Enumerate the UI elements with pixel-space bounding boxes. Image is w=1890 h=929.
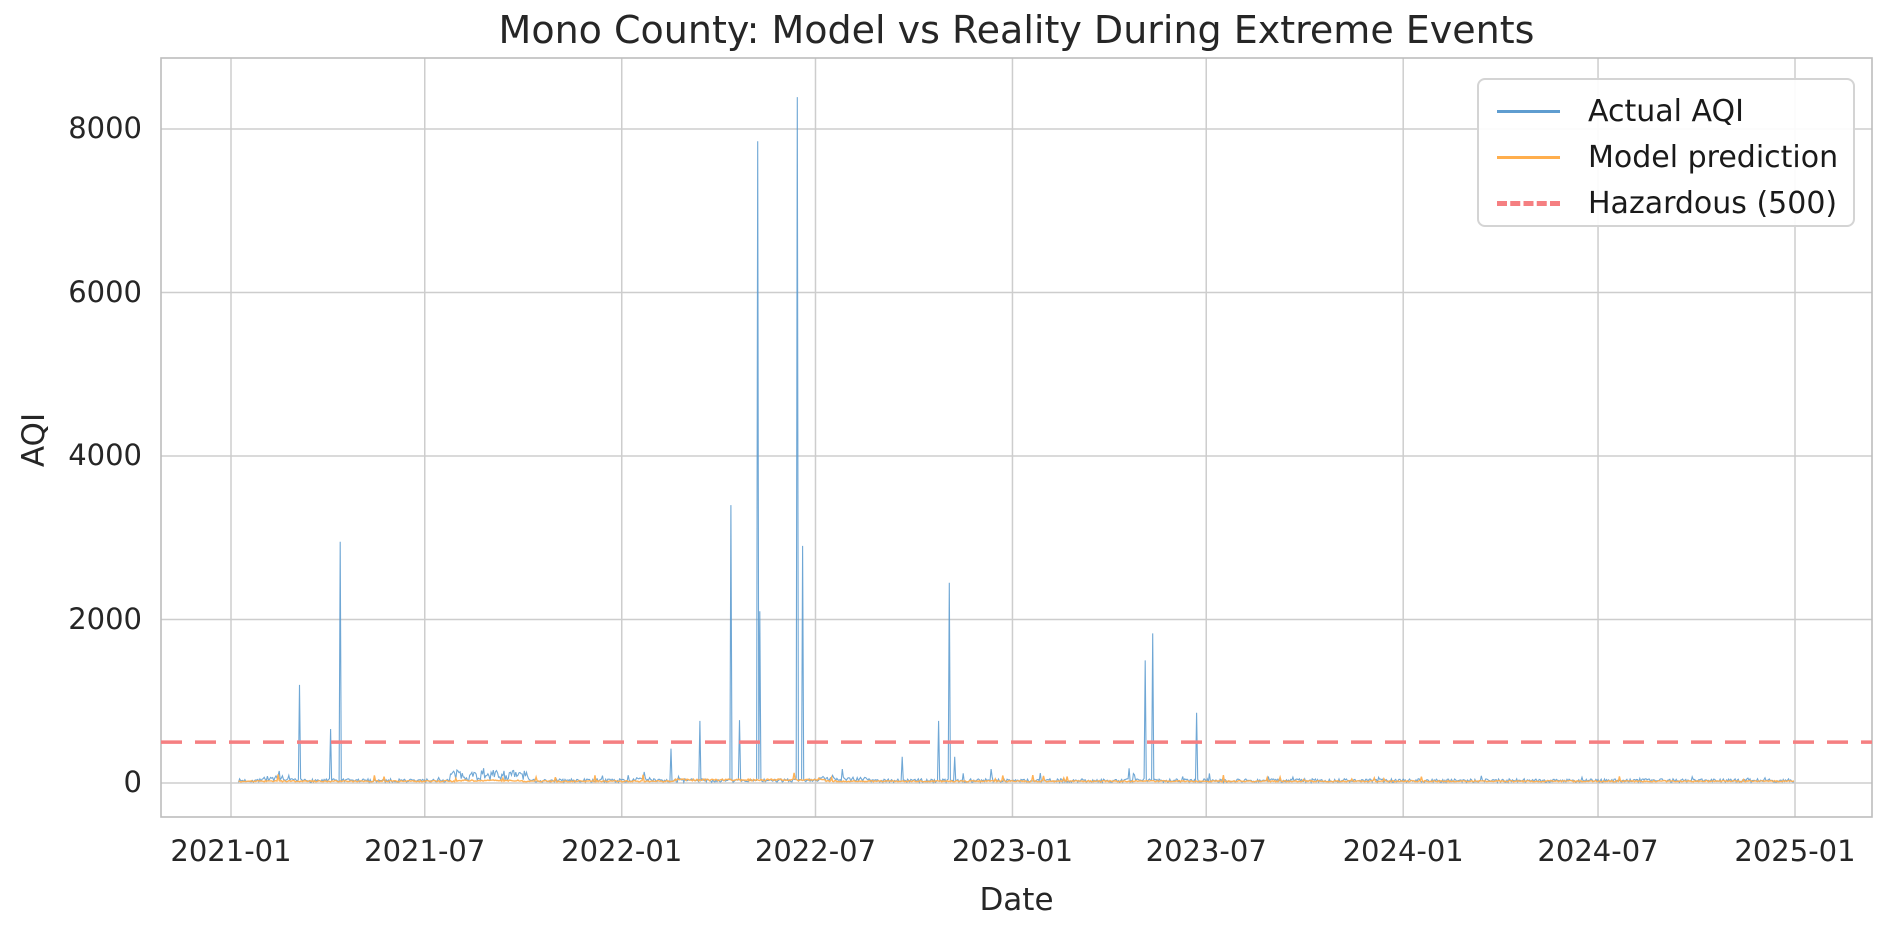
x-tick-label: 2024-07 [1537, 834, 1659, 868]
x-tick-label: 2021-01 [170, 834, 292, 868]
x-tick-label: 2022-07 [754, 834, 877, 868]
legend-item-model-prediction: Model prediction [1497, 136, 1853, 178]
x-tick-label: 2022-01 [561, 834, 683, 868]
y-tick-label: 4000 [68, 438, 142, 472]
y-tick-label: 8000 [68, 111, 142, 145]
x-tick-label: 2023-07 [1145, 834, 1267, 868]
y-tick-label: 6000 [68, 274, 142, 309]
hazardous-dashed-line-sample [1497, 200, 1560, 206]
x-tick-label: 2025-01 [1734, 834, 1856, 868]
legend-item-actual-aqi: Actual AQI [1497, 90, 1853, 132]
legend-item-hazardous: Hazardous (500) [1497, 182, 1853, 224]
x-tick-label: 2021-07 [364, 834, 486, 868]
x-tick-label: 2024-01 [1342, 834, 1464, 868]
legend-label: Actual AQI [1588, 93, 1744, 129]
x-tick-label: 2023-01 [951, 834, 1074, 868]
chart-title: Mono County: Model vs Reality During Ext… [498, 8, 1535, 52]
y-tick-label: 2000 [68, 601, 142, 636]
x-axis-label: Date [979, 882, 1054, 918]
legend-label: Hazardous (500) [1588, 185, 1838, 221]
y-tick-label: 0 [123, 765, 142, 799]
actual-aqi-line-sample [1497, 109, 1560, 113]
model-prediction-line-sample [1497, 155, 1560, 159]
legend: Actual AQI Model prediction Hazardous (5… [1477, 78, 1855, 227]
legend-label: Model prediction [1588, 139, 1839, 175]
